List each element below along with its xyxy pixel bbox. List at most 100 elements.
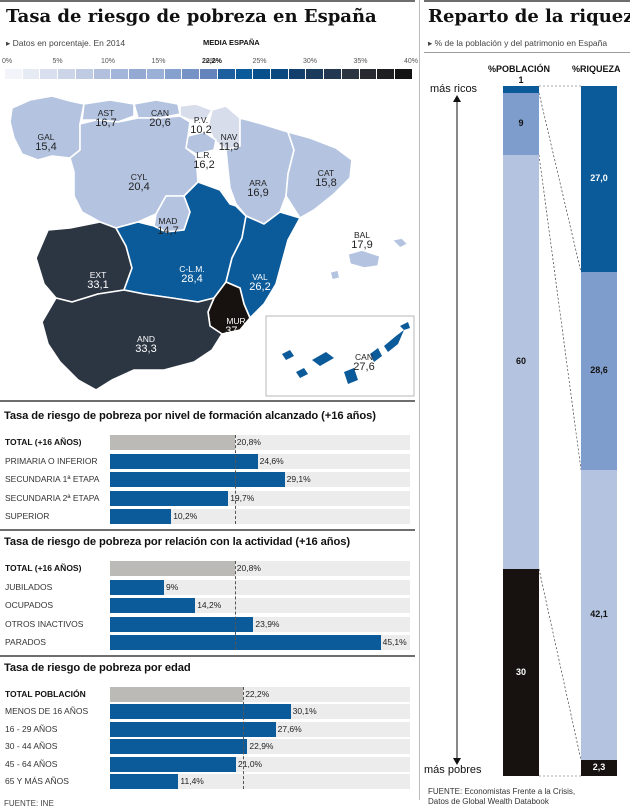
bar-row: OTROS INACTIVOS 23,9% bbox=[0, 616, 410, 632]
bar-label: 30 - 44 AÑOS bbox=[5, 741, 58, 752]
riqueza-label: 42,1 bbox=[590, 608, 608, 619]
riqueza-segment bbox=[581, 272, 617, 470]
col-riqueza-header: %RIQUEZA bbox=[572, 64, 621, 74]
bar bbox=[110, 561, 235, 576]
scale-swatch bbox=[164, 69, 182, 79]
mas-pobres-label: más pobres bbox=[424, 764, 482, 776]
map-label-code: L.R. bbox=[196, 150, 212, 160]
bar-row: TOTAL POBLACIÓN 22,2% bbox=[0, 687, 410, 702]
map-label-code: AST bbox=[97, 108, 115, 118]
bar-value: 19,7% bbox=[230, 492, 255, 503]
bar-label: OTROS INACTIVOS bbox=[5, 618, 84, 629]
map-label-code: AND bbox=[137, 334, 155, 344]
bar-value: 24,6% bbox=[259, 455, 284, 466]
map-label-code: VAL bbox=[252, 272, 268, 282]
poblacion-label: 30 bbox=[515, 666, 526, 677]
media-label: MEDIA ESPAÑA bbox=[203, 38, 260, 47]
bar bbox=[110, 579, 164, 595]
bar-value: 9% bbox=[166, 581, 179, 592]
section3-title: Tasa de riesgo de pobreza por edad bbox=[4, 662, 191, 674]
map-label-value: 14,7 bbox=[157, 225, 179, 237]
map-label-ast: AST 16,7 bbox=[95, 108, 116, 129]
section1-rule bbox=[0, 400, 415, 402]
map-label-value: 33,1 bbox=[87, 279, 109, 291]
map-label-code: ARA bbox=[249, 178, 267, 188]
media-value: 22,2% bbox=[202, 58, 222, 65]
bar-value: 14,2% bbox=[197, 600, 222, 611]
scale-swatch bbox=[200, 69, 217, 79]
connector-line bbox=[538, 154, 582, 470]
map-label-bal: BAL 17,9 bbox=[351, 230, 373, 251]
region-cat bbox=[285, 131, 353, 219]
map-label-lr: L.R. 16,2 bbox=[193, 150, 214, 171]
bar-row: 65 Y MÁS AÑOS 11,4% bbox=[0, 774, 410, 789]
bar-row: 16 - 29 AÑOS 27,6% bbox=[0, 721, 410, 737]
scale-swatch bbox=[40, 69, 58, 79]
scale-swatch bbox=[217, 69, 235, 79]
bar-row: MENOS DE 16 AÑOS 30,1% bbox=[0, 704, 410, 720]
footer-right: FUENTE: Economistas Frente a la Crisis, … bbox=[428, 787, 575, 807]
map-label-cyl: CYL 20,4 bbox=[128, 172, 150, 193]
map-label-code: CYL bbox=[130, 172, 148, 182]
bar-row: 45 - 64 AÑOS 21,0% bbox=[0, 756, 410, 772]
map-label-value: 15,8 bbox=[315, 177, 337, 189]
bar-row: JUBILADOS 9% bbox=[0, 579, 410, 595]
region-and bbox=[41, 289, 223, 391]
scale-swatch bbox=[93, 69, 111, 79]
bar-value: 11,4% bbox=[180, 776, 204, 786]
bar-value: 27,6% bbox=[277, 723, 302, 734]
map-label-value: 17,9 bbox=[351, 239, 373, 251]
bar bbox=[110, 435, 235, 450]
bar-label: TOTAL POBLACIÓN bbox=[5, 689, 86, 699]
average-line bbox=[243, 687, 245, 789]
canarias-islands bbox=[282, 322, 410, 384]
bar-row: TOTAL (+16 AÑOS) 20,8% bbox=[0, 561, 410, 576]
poblacion-label: 60 bbox=[515, 356, 526, 366]
poblacion-label: 9 bbox=[518, 117, 524, 128]
map-label-value: 27,6 bbox=[353, 361, 375, 373]
bar-row: PRIMARIA O INFERIOR 24,6% bbox=[0, 453, 410, 469]
scale-swatch bbox=[75, 69, 93, 79]
scale-swatch bbox=[129, 69, 146, 79]
riqueza-label: 2,3 bbox=[592, 762, 606, 773]
connector-line bbox=[538, 568, 582, 761]
map-label-val: VAL 26,2 bbox=[249, 272, 270, 293]
riqueza-segment bbox=[581, 760, 617, 776]
scale-swatch bbox=[111, 69, 129, 79]
map-label-clm: C-L.M. 28,4 bbox=[179, 264, 205, 285]
map-label-value: 20,4 bbox=[128, 181, 150, 193]
main-subtitle: ▸ Datos en porcentaje. En 2014 bbox=[6, 38, 126, 48]
bar bbox=[110, 704, 291, 720]
map-label-value: 20,6 bbox=[149, 117, 171, 129]
map-label-gal: GAL 15,4 bbox=[35, 132, 56, 153]
top-rule-left bbox=[0, 0, 415, 2]
bar bbox=[110, 616, 254, 632]
poblacion-segment bbox=[503, 86, 539, 93]
region-val bbox=[225, 211, 301, 319]
scale-tick: 25% bbox=[252, 58, 267, 65]
map-label-value: 16,9 bbox=[247, 187, 269, 199]
map-label-code: EXT bbox=[89, 270, 107, 280]
map-label-ext: EXT 33,1 bbox=[87, 270, 109, 291]
column-divider bbox=[419, 0, 420, 800]
scale-swatch bbox=[377, 69, 395, 79]
scale-swatch bbox=[58, 69, 75, 79]
scale-tick: 30% bbox=[302, 58, 318, 65]
footer-left: FUENTE: INE bbox=[4, 799, 54, 808]
map-label-code: P.V. bbox=[193, 115, 209, 125]
poblacion-segment bbox=[503, 569, 539, 776]
map-label-code: NAV bbox=[220, 132, 238, 142]
bar-value: 10,2% bbox=[173, 511, 198, 522]
scale-swatch bbox=[253, 69, 271, 79]
scale-swatch bbox=[22, 69, 40, 79]
bar-label: 16 - 29 AÑOS bbox=[5, 723, 58, 734]
riqueza-label: 27,0 bbox=[590, 173, 608, 184]
bar-value: 22,2% bbox=[245, 689, 270, 699]
scale-tick: 5% bbox=[52, 58, 63, 65]
bar-value: 30,1% bbox=[292, 706, 317, 717]
bar-row: 30 - 44 AÑOS 22,9% bbox=[0, 739, 410, 755]
bar-label: OCUPADOS bbox=[5, 600, 54, 611]
scale-tick: 15% bbox=[151, 58, 166, 65]
bar-track bbox=[110, 579, 410, 595]
